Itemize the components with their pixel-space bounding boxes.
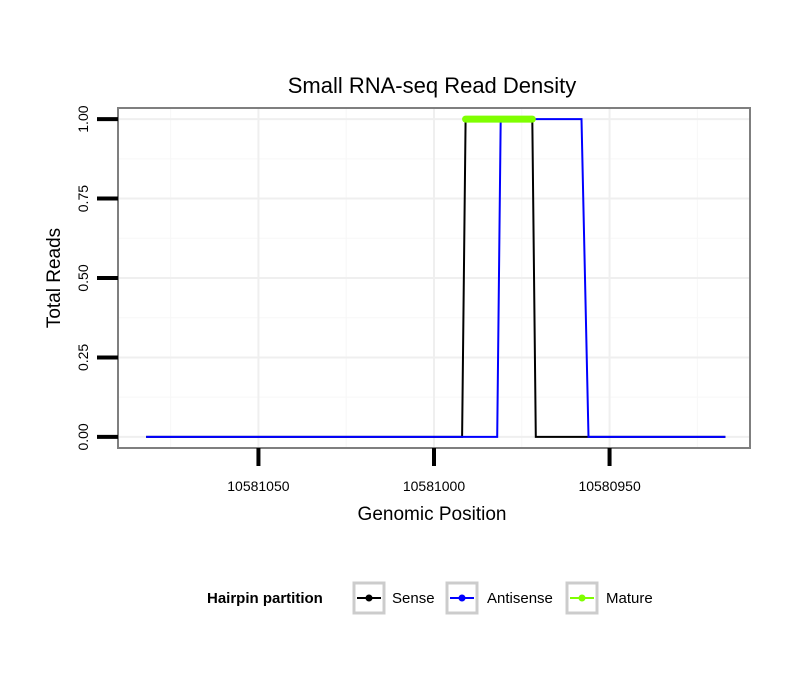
- legend-label: Sense: [392, 590, 435, 607]
- legend: Hairpin partition Sense Antisense Mature: [207, 581, 653, 615]
- y-tick-label: 0.75: [75, 185, 91, 212]
- y-tick-label: 0.25: [75, 344, 91, 371]
- y-axis-title: Total Reads: [44, 228, 65, 328]
- x-tick-label: 10581050: [227, 478, 290, 494]
- x-tick-label: 10581000: [403, 478, 466, 494]
- legend-key-dot: [578, 594, 586, 602]
- plot-area: [117, 107, 751, 449]
- grid-lines: [118, 108, 750, 448]
- y-tick-label: 0.00: [75, 423, 91, 450]
- series-lines: [146, 115, 726, 438]
- chart-title: Small RNA-seq Read Density: [288, 73, 577, 98]
- y-tick-label: 1.00: [75, 105, 91, 132]
- y-tick-label: 0.50: [75, 264, 91, 291]
- x-tick-label: 10580950: [578, 478, 641, 494]
- legend-label: Antisense: [487, 590, 553, 607]
- x-axis-title: Genomic Position: [358, 504, 507, 525]
- x-axis: 10581050 10581000 10580950: [227, 448, 641, 494]
- legend-title: Hairpin partition: [207, 590, 323, 607]
- series-line-antisense: [146, 118, 726, 438]
- legend-key-dot: [458, 594, 466, 602]
- legend-key-dot: [365, 594, 373, 602]
- y-axis: 0.00 0.25 0.50 0.75 1.00: [75, 105, 118, 451]
- legend-label: Mature: [606, 590, 653, 607]
